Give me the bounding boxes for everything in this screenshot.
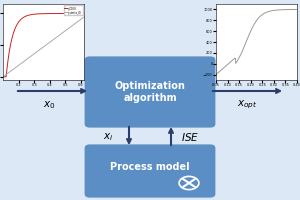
Legend: r_DNN, r_sim(x_0): r_DNN, r_sim(x_0) [64, 5, 83, 15]
Text: $x_0$: $x_0$ [43, 99, 56, 111]
Text: Process model: Process model [110, 162, 190, 172]
FancyBboxPatch shape [85, 144, 215, 198]
FancyBboxPatch shape [85, 56, 215, 128]
Text: Optimization
algorithm: Optimization algorithm [115, 81, 185, 103]
Text: $ISE$: $ISE$ [182, 131, 200, 143]
Text: $x_i$: $x_i$ [103, 131, 113, 143]
Text: $x_{opt}$: $x_{opt}$ [237, 99, 258, 111]
